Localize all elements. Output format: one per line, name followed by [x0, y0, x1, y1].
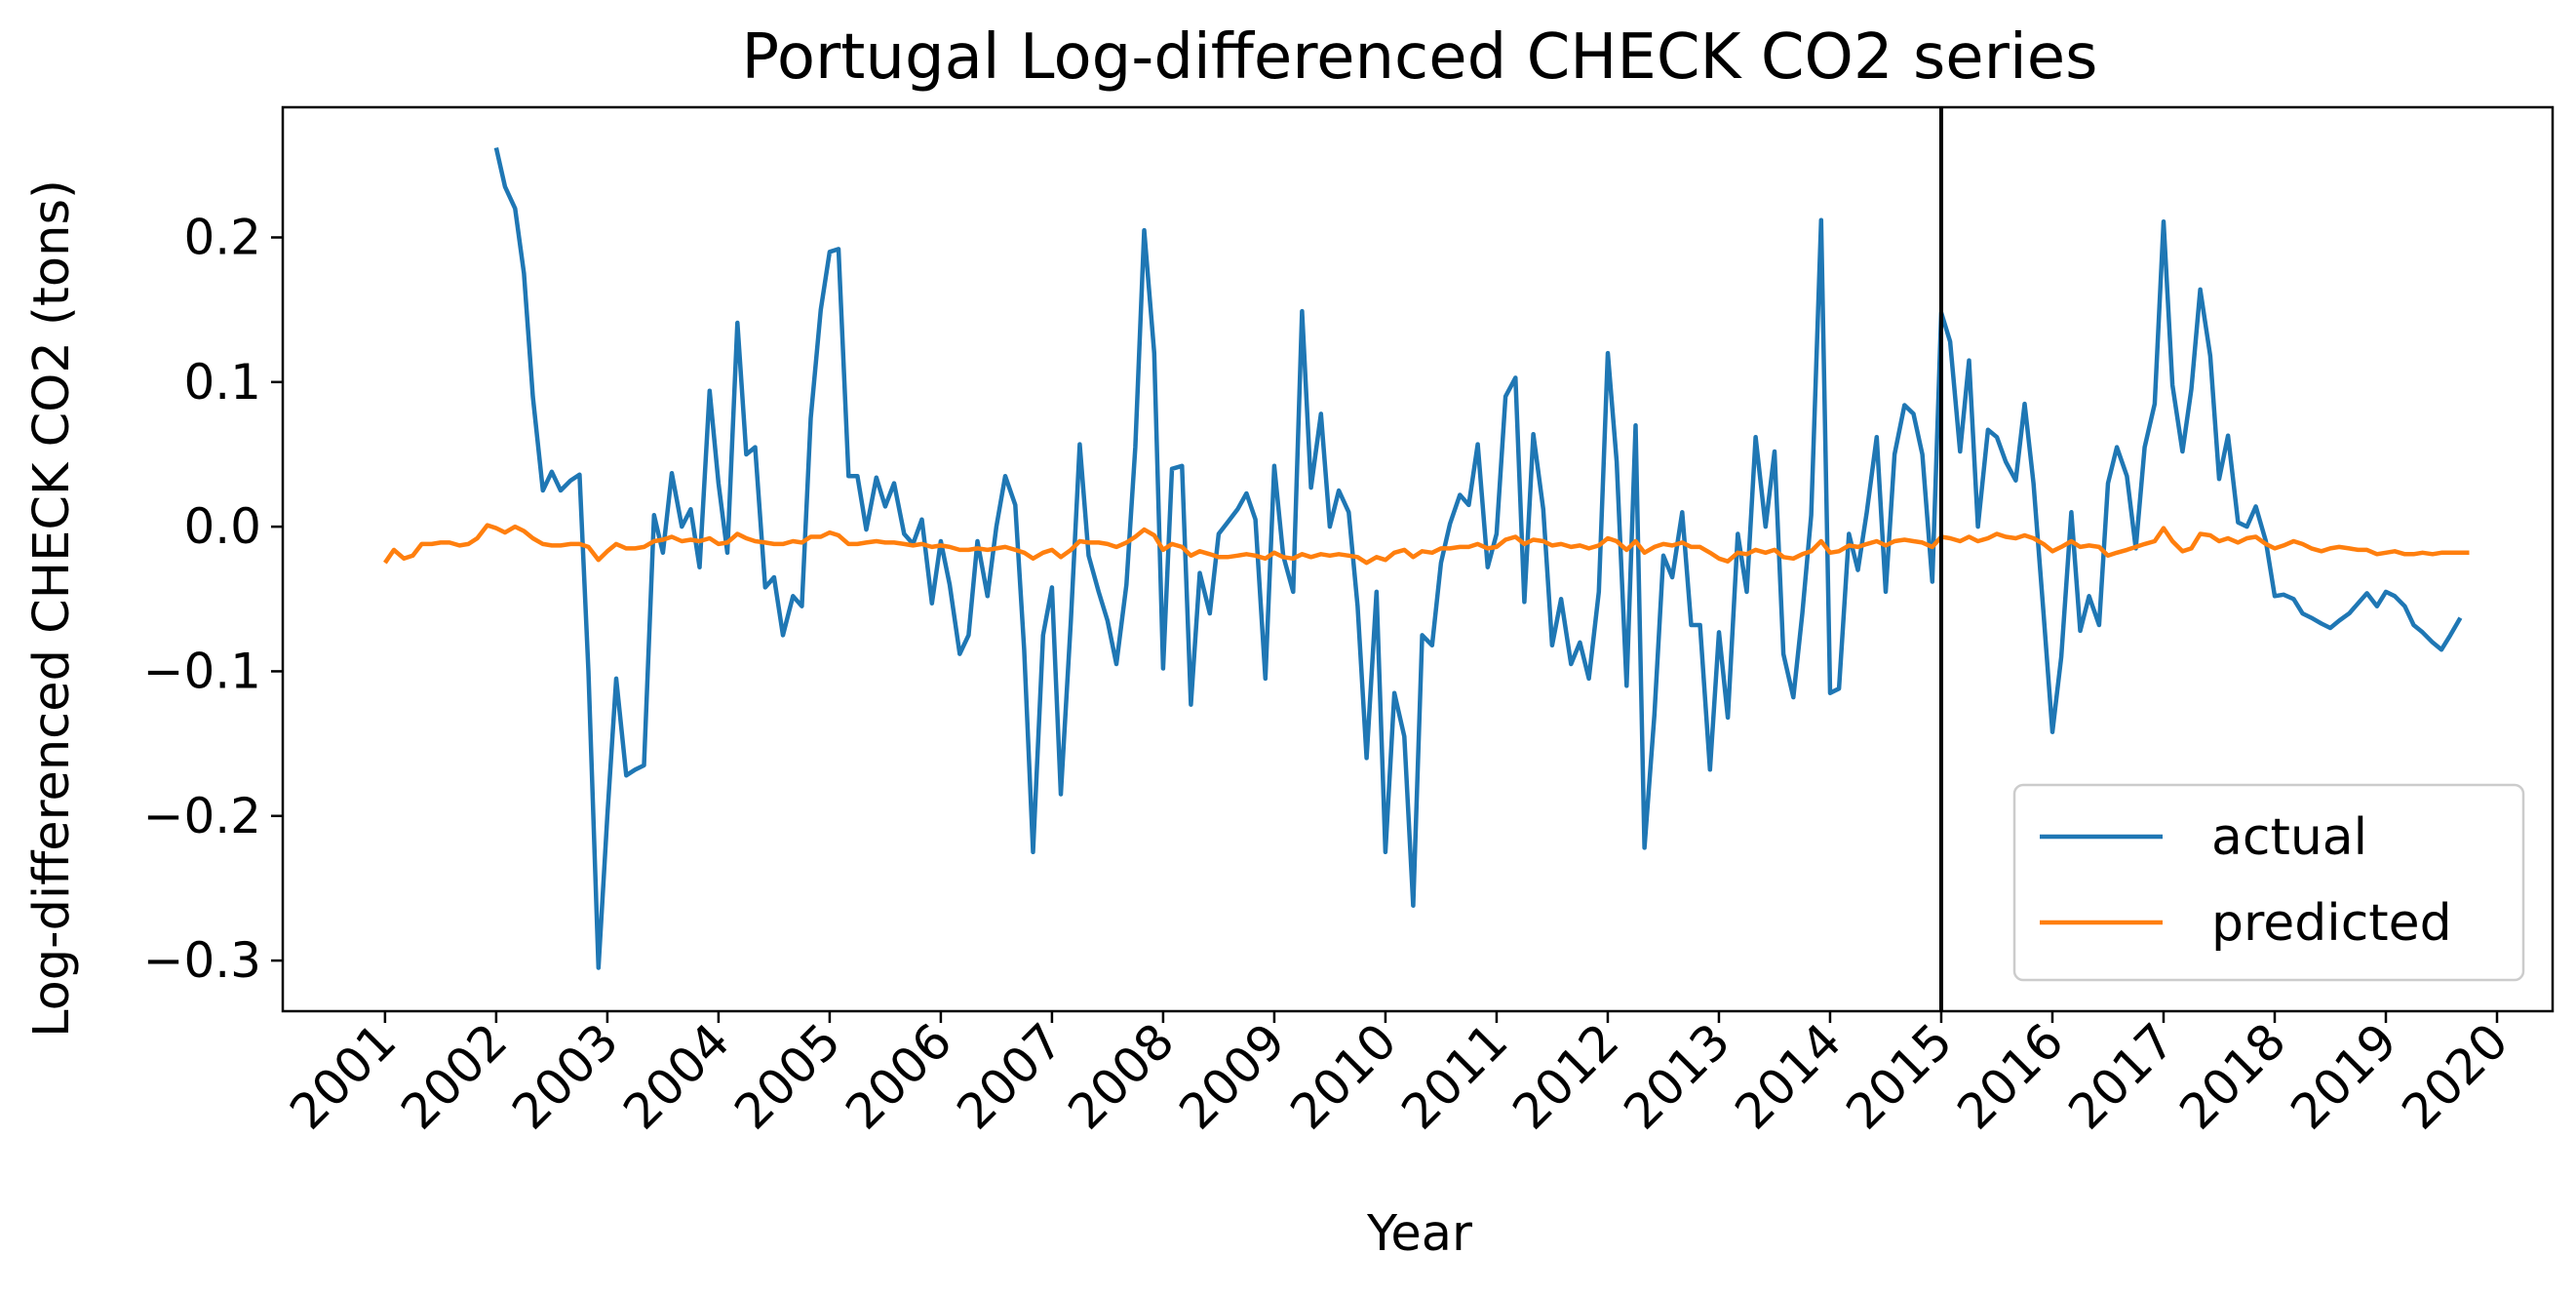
- x-tick-label: 2013: [1613, 1012, 1740, 1140]
- legend-label-actual: actual: [2211, 808, 2367, 867]
- chart-title: Portugal Log-differenced CHECK CO2 serie…: [742, 21, 2098, 94]
- x-tick-label: 2007: [946, 1012, 1073, 1140]
- x-tick-label: 2008: [1057, 1012, 1185, 1140]
- y-tick-label: 0.1: [183, 354, 261, 411]
- legend: actual predicted: [2012, 783, 2525, 982]
- x-tick-label: 2001: [279, 1012, 407, 1140]
- legend-box: [2012, 783, 2525, 982]
- plot-frame: [281, 105, 2555, 1013]
- x-tick-label: 2019: [2280, 1012, 2407, 1140]
- x-tick-label: 2005: [723, 1012, 851, 1140]
- y-tick-label: 0.0: [183, 498, 261, 555]
- x-tick-label: 2009: [1168, 1012, 1296, 1140]
- y-tick-label: 0.2: [183, 209, 261, 265]
- x-tick-label: 2015: [1835, 1012, 1963, 1140]
- series-line-actual: [493, 147, 2463, 970]
- x-tick-label: 2012: [1502, 1012, 1629, 1140]
- series-line-predicted: [383, 523, 2470, 566]
- x-tick-label: 2016: [1946, 1012, 2074, 1140]
- x-tick-label: 2006: [835, 1012, 962, 1140]
- plot-area: 0.20.10.0−0.1−0.2−0.32001200220032004200…: [143, 105, 2555, 1140]
- y-tick-label: −0.3: [143, 932, 261, 989]
- x-tick-label: 2020: [2391, 1012, 2518, 1140]
- legend-label-predicted: predicted: [2211, 894, 2452, 953]
- x-tick-label: 2018: [2168, 1012, 2296, 1140]
- x-tick-label: 2010: [1279, 1012, 1407, 1140]
- x-tick-label: 2011: [1390, 1012, 1518, 1140]
- y-tick-label: −0.2: [143, 788, 261, 844]
- x-tick-label: 2017: [2057, 1012, 2185, 1140]
- x-tick-label: 2002: [390, 1012, 518, 1140]
- x-axis-title: Year: [1366, 1205, 1472, 1263]
- y-tick-label: −0.1: [143, 643, 261, 699]
- x-tick-label: 2004: [612, 1012, 740, 1140]
- x-tick-label: 2003: [501, 1012, 629, 1140]
- y-axis-title: Log-differenced CHECK CO2 (tons): [23, 179, 81, 1038]
- x-tick-label: 2014: [1724, 1012, 1852, 1140]
